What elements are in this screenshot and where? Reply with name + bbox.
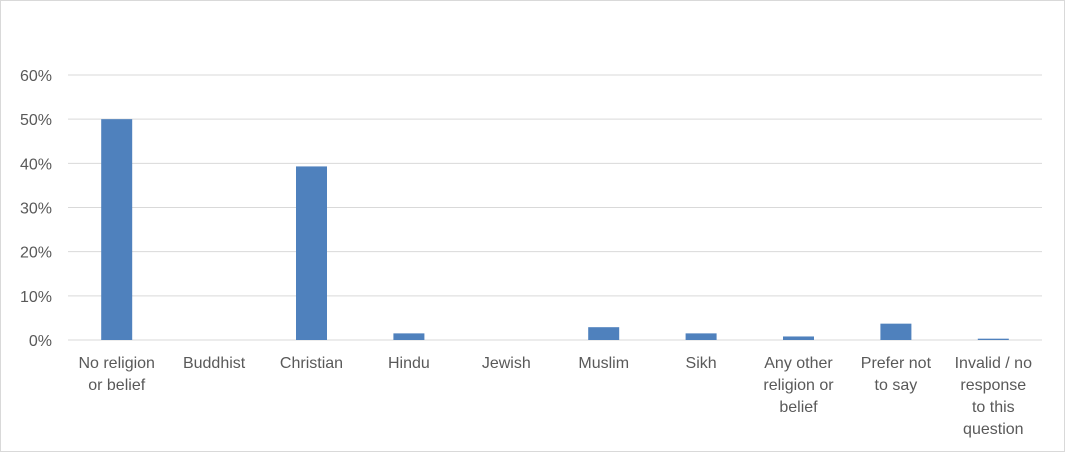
x-tick-label: Invalid / no response to this question — [955, 355, 1032, 438]
bar — [880, 323, 912, 340]
y-tick-label: 60% — [20, 68, 52, 85]
y-axis-tick-labels: 0% 10% 20% 30% 40% 50% 60% — [20, 68, 52, 350]
bar — [393, 333, 425, 340]
bar — [783, 336, 814, 340]
x-tick-label-line: response — [960, 377, 1026, 394]
x-tick-label-line: Hindu — [388, 355, 430, 372]
x-tick-label-line: belief — [779, 399, 818, 416]
y-tick-label: 50% — [20, 112, 52, 129]
x-tick-label-line: Sikh — [686, 355, 717, 372]
x-tick-label-line: Muslim — [578, 355, 629, 372]
y-tick-label: 10% — [20, 289, 52, 306]
bar — [977, 338, 1009, 340]
bar — [296, 166, 327, 340]
bar — [588, 327, 620, 340]
x-tick-label-line: Any other — [764, 355, 833, 372]
y-tick-label: 0% — [29, 333, 52, 350]
gridlines — [68, 74, 1042, 341]
x-tick-label-line: Christian — [280, 355, 343, 372]
x-tick-label-line: to this — [972, 399, 1015, 416]
x-tick-label-line: Buddhist — [183, 355, 246, 372]
y-tick-label: 20% — [20, 245, 52, 262]
x-tick-label-line: question — [963, 421, 1024, 438]
bar — [101, 119, 133, 341]
x-tick-label-line: or belief — [88, 377, 145, 394]
x-tick-label-line: Invalid / no — [955, 355, 1032, 372]
x-tick-label: Any other religion or belief — [763, 355, 834, 416]
x-tick-label: Jewish — [482, 355, 531, 372]
x-tick-label: No religion or belief — [78, 355, 154, 394]
x-tick-label-line: to say — [875, 377, 918, 394]
x-tick-label: Prefer not to say — [861, 355, 932, 394]
bars — [101, 119, 1009, 341]
x-tick-label: Sikh — [686, 355, 717, 372]
bar — [685, 333, 717, 340]
y-tick-label: 40% — [20, 156, 52, 173]
x-tick-label: Buddhist — [183, 355, 246, 372]
x-tick-label: Hindu — [388, 355, 430, 372]
x-tick-label-line: No religion — [78, 355, 154, 372]
y-tick-label: 30% — [20, 201, 52, 218]
x-axis-category-labels: No religion or belief Buddhist Christian Hin… — [78, 355, 1032, 438]
x-tick-label-line: Jewish — [482, 355, 531, 372]
x-tick-label-line: Prefer not — [861, 355, 932, 372]
x-tick-label: Christian — [280, 355, 343, 372]
x-tick-label: Muslim — [578, 355, 629, 372]
x-tick-label-line: religion or — [763, 377, 834, 394]
